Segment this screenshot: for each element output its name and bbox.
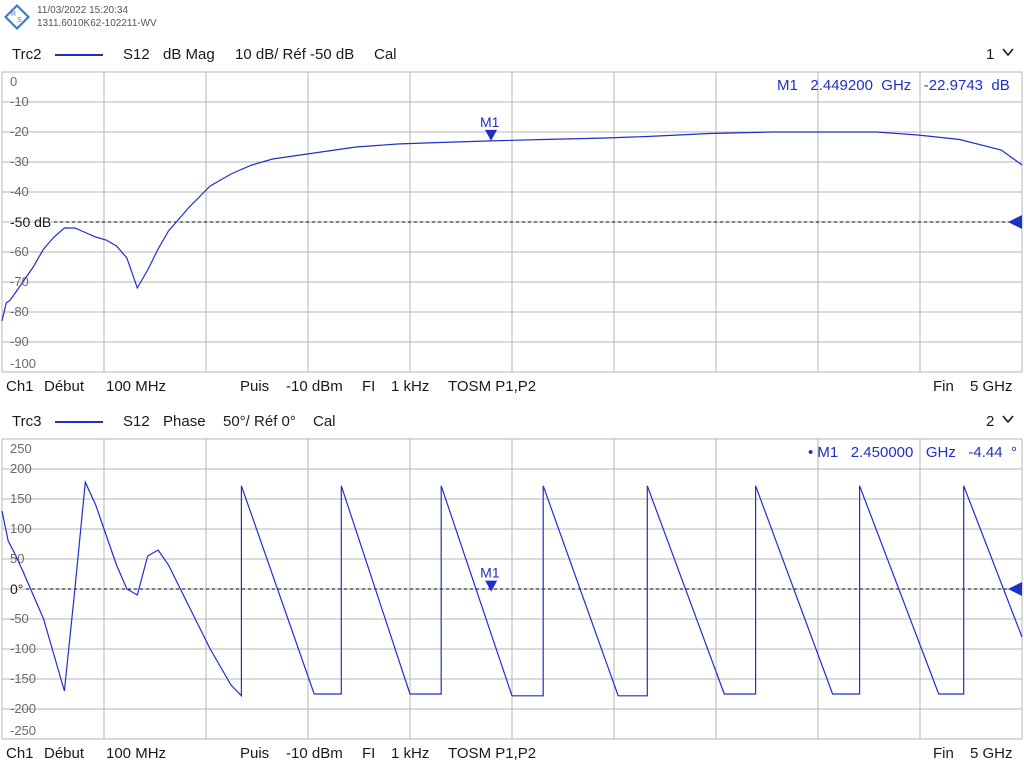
stop-value-1[interactable]: 5 GHz (970, 378, 1013, 395)
marker-value-unit-1: dB (991, 77, 1010, 94)
marker-label-1: M1 (777, 77, 798, 94)
channel-label-1[interactable]: Ch1 (6, 378, 34, 395)
y-tick-label: -60 (10, 244, 29, 259)
diagram-number-1: 1 (986, 46, 995, 63)
cal-mode-2: TOSM P1,P2 (448, 745, 537, 762)
header-device-id: 1311.6010K62-102211-WV (37, 18, 157, 29)
stop-label-2: Fin (933, 745, 954, 762)
start-label-1: Début (44, 378, 85, 395)
start-value-2[interactable]: 100 MHz (106, 745, 167, 762)
marker-label: M1 (480, 565, 500, 581)
y-tick-label: -90 (10, 334, 29, 349)
y-tick-label: 250 (10, 441, 32, 456)
trace-line (1, 131, 1023, 322)
if-label-2: FI (362, 745, 376, 762)
power-value-2[interactable]: -10 dBm (286, 745, 343, 762)
marker-freq-2: 2.450000 (850, 444, 914, 461)
logo-text-s: S (17, 17, 22, 24)
trace-line (1, 479, 1023, 698)
reference-arrow-icon (1008, 582, 1022, 596)
marker-freq-1: 2.449200 (810, 77, 873, 94)
y-tick-label: 100 (10, 521, 32, 536)
trace-format-2[interactable]: Phase (163, 413, 206, 430)
trace-param-1[interactable]: S12 (123, 46, 150, 63)
marker-freq-unit-1: GHz (881, 77, 912, 94)
marker-triangle-icon (485, 580, 498, 592)
start-value-1[interactable]: 100 MHz (106, 378, 167, 395)
y-tick-label: -150 (10, 671, 37, 686)
marker-value-2: -4.44 (968, 444, 1003, 461)
trace-name-1[interactable]: Trc2 (12, 46, 42, 63)
trace-line-swatch-2 (55, 421, 103, 423)
if-value-2[interactable]: 1 kHz (391, 745, 430, 762)
y-tick-label: 0° (10, 581, 24, 597)
trace-cal-1: Cal (374, 46, 397, 63)
header-datetime: 11/03/2022 15:20:34 (37, 5, 129, 16)
rs-logo: R S (3, 3, 31, 31)
trace-param-2[interactable]: S12 (123, 413, 150, 430)
power-value-1[interactable]: -10 dBm (286, 378, 343, 395)
channel-label-2[interactable]: Ch1 (6, 745, 34, 762)
marker-label: M1 (480, 114, 500, 130)
power-label-1: Puis (240, 378, 270, 395)
y-tick-label: -200 (10, 701, 37, 716)
y-tick-label: -50 (10, 611, 29, 626)
trace-line-swatch-1 (55, 54, 103, 56)
chevron-down-icon[interactable] (1001, 412, 1015, 428)
trace-format-1[interactable]: dB Mag (163, 46, 215, 63)
y-tick-label: -20 (10, 124, 29, 139)
logo-text-r: R (11, 11, 16, 18)
power-label-2: Puis (240, 745, 270, 762)
marker-label-2: • M1 (808, 444, 839, 461)
trace-scale-2[interactable]: 50°/ Réf 0° (223, 413, 296, 430)
trace-cal-2: Cal (313, 413, 336, 430)
y-tick-label: -10 (10, 94, 29, 109)
y-tick-label: 150 (10, 491, 32, 506)
magnitude-plot[interactable]: M1 (0, 70, 1024, 378)
reference-arrow-icon (1008, 215, 1022, 229)
diagram-number-2: 2 (986, 413, 995, 430)
marker-freq-unit-2: GHz (925, 444, 956, 461)
marker-readout-2: • M1 2.450000 GHz -4.44 ° (808, 444, 1017, 461)
if-value-1[interactable]: 1 kHz (391, 378, 430, 395)
y-tick-label: -80 (10, 304, 29, 319)
y-tick-label: -100 (10, 641, 37, 656)
y-tick-label: -30 (10, 154, 29, 169)
marker-value-unit-2: ° (1010, 444, 1017, 461)
trace-scale-1[interactable]: 10 dB/ Réf -50 dB (235, 46, 355, 63)
cal-mode-1: TOSM P1,P2 (448, 378, 537, 395)
y-tick-label: 200 (10, 461, 32, 476)
y-tick-label: -70 (10, 274, 29, 289)
if-label-1: FI (362, 378, 376, 395)
y-tick-label: -50 dB (10, 214, 52, 230)
marker-triangle-icon (485, 129, 498, 141)
stop-label-1: Fin (933, 378, 954, 395)
y-tick-label: -100 (10, 356, 37, 371)
marker-value-1: -22.9743 (923, 77, 984, 94)
y-tick-label: 0 (10, 74, 18, 89)
phase-plot[interactable]: M1 (0, 437, 1024, 745)
start-label-2: Début (44, 745, 85, 762)
y-tick-label: -40 (10, 184, 29, 199)
stop-value-2[interactable]: 5 GHz (970, 745, 1013, 762)
trace-name-2[interactable]: Trc3 (12, 413, 42, 430)
y-tick-label: -250 (10, 723, 37, 738)
y-tick-label: 50 (10, 551, 25, 566)
chevron-down-icon[interactable] (1001, 45, 1015, 61)
marker-readout-1: M1 2.449200 GHz -22.9743 dB (777, 77, 1010, 94)
rs-logo-icon: R S (4, 4, 30, 30)
